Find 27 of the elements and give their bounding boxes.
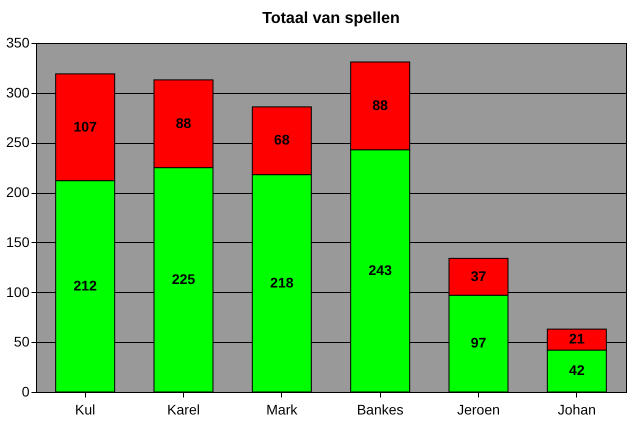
data-label: 225 [172, 270, 196, 287]
y-tick-label: 100 [6, 284, 30, 300]
data-label: 88 [176, 114, 192, 131]
x-tick-label: Kul [75, 402, 96, 418]
y-tick-label: 150 [6, 234, 30, 250]
data-label: 218 [270, 274, 294, 290]
data-label: 243 [368, 262, 392, 278]
data-label: 97 [470, 334, 486, 351]
x-tick-label: Johan [558, 402, 596, 418]
data-label: 37 [470, 268, 486, 284]
y-tick-label: 200 [6, 184, 30, 200]
y-tick-label: 350 [6, 34, 30, 50]
y-tick-label: 250 [6, 134, 30, 150]
y-tick-label: 0 [22, 384, 30, 400]
data-label: 42 [569, 362, 585, 378]
data-label: 68 [274, 132, 290, 148]
x-tick-label: Jeroen [457, 402, 500, 418]
data-label: 212 [73, 277, 98, 294]
x-tick-label: Karel [167, 402, 200, 418]
x-tick-label: Mark [266, 402, 298, 418]
data-label: 88 [372, 96, 388, 113]
y-tick-label: 50 [14, 334, 30, 350]
x-tick-label: Bankes [356, 402, 404, 418]
data-label: 107 [73, 118, 98, 134]
chart-title: Totaal van spellen [262, 10, 400, 27]
y-tick-label: 300 [6, 84, 30, 100]
data-label: 21 [569, 330, 585, 347]
